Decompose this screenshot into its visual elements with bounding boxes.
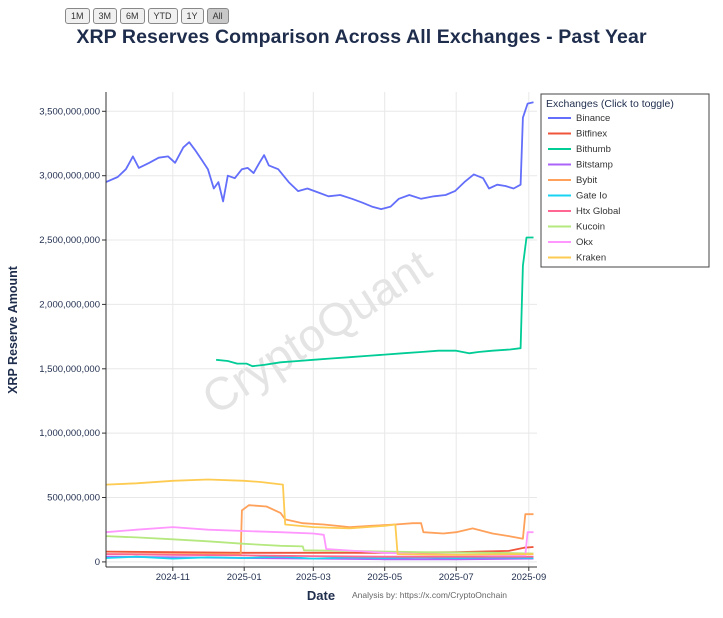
y-tick-label: 3,000,000,000: [39, 171, 100, 182]
legend-label: Bitstamp: [576, 160, 613, 171]
legend-item-binance[interactable]: Binance: [548, 113, 610, 124]
legend-item-bitfinex[interactable]: Bitfinex: [548, 129, 607, 140]
series-line-bithumb: [216, 236, 534, 368]
range-button-ytd[interactable]: YTD: [147, 8, 178, 24]
legend-item-gate-io[interactable]: Gate Io: [548, 191, 607, 202]
legend-label: Kraken: [576, 253, 606, 264]
series-line-gate-io: [105, 555, 534, 560]
legend-label: Bithumb: [576, 144, 611, 155]
series-line-kucoin: [105, 535, 534, 555]
series-lines: [105, 101, 534, 561]
x-tick-label: 2025-09: [511, 572, 546, 583]
legend-label: Bitfinex: [576, 129, 607, 140]
x-tick-label: 2025-07: [439, 572, 474, 583]
legend-item-bitstamp[interactable]: Bitstamp: [548, 160, 613, 171]
legend-item-bithumb[interactable]: Bithumb: [548, 144, 611, 155]
legend-item-htx-global[interactable]: Htx Global: [548, 206, 620, 217]
legend-label: Okx: [576, 237, 593, 248]
legend-item-kucoin[interactable]: Kucoin: [548, 222, 605, 233]
series-line-htx-global: [105, 553, 534, 558]
legend: Exchanges (Click to toggle) Binance Bitfin…: [540, 93, 710, 268]
y-tick-label: 2,000,000,000: [39, 299, 100, 310]
x-tick-label: 2025-01: [227, 572, 262, 583]
y-axis-title: XRP Reserve Amount: [6, 265, 20, 394]
range-button-3m[interactable]: 3M: [92, 8, 118, 24]
credit-text: Analysis by: https://x.com/CryptoOnchain: [352, 590, 507, 600]
range-button-6m[interactable]: 6M: [120, 8, 145, 24]
range-button-1y[interactable]: 1Y: [180, 8, 204, 24]
legend-title: Exchanges (Click to toggle): [546, 98, 674, 110]
x-tick-label: 2024-11: [156, 572, 190, 583]
y-tick-label: 1,000,000,000: [39, 428, 100, 439]
legend-label: Htx Global: [576, 206, 620, 217]
x-axis-title: Date: [307, 588, 335, 603]
range-button-all[interactable]: All: [206, 8, 229, 24]
y-tick-label: 500,000,000: [47, 493, 100, 504]
axes: 2024-11 2025-01 2025-03 2025-05 2025-07 2025-…: [39, 92, 546, 583]
watermark: CryptoQuant: [193, 239, 440, 425]
x-tick-label: 2025-05: [367, 572, 402, 583]
range-button-1m[interactable]: 1M: [65, 8, 90, 24]
y-tick-label: 0: [95, 557, 100, 568]
y-tick-label: 1,500,000,000: [39, 364, 100, 375]
series-line-bybit: [106, 504, 534, 555]
series-line-binance: [105, 101, 534, 210]
legend-label: Bybit: [576, 175, 597, 186]
legend-item-okx[interactable]: Okx: [548, 237, 593, 248]
series-line-kraken: [105, 478, 534, 556]
legend-label: Kucoin: [576, 222, 605, 233]
legend-item-kraken[interactable]: Kraken: [548, 253, 606, 264]
grid: [106, 92, 537, 567]
y-tick-label: 3,500,000,000: [39, 106, 100, 117]
range-selector: 1M 3M 6M YTD 1Y All: [65, 8, 229, 24]
legend-label: Gate Io: [576, 191, 607, 202]
y-tick-label: 2,500,000,000: [39, 235, 100, 246]
legend-item-bybit[interactable]: Bybit: [548, 175, 597, 186]
series-line-okx: [105, 526, 534, 557]
x-tick-label: 2025-03: [296, 572, 331, 583]
legend-label: Binance: [576, 113, 610, 124]
chart-title: XRP Reserves Comparison Across All Excha…: [76, 26, 647, 48]
